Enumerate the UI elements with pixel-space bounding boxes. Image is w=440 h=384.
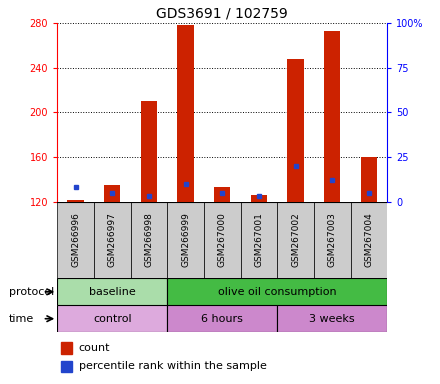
Bar — [104, 185, 121, 202]
Bar — [361, 157, 377, 202]
Text: GSM267001: GSM267001 — [254, 213, 264, 267]
Bar — [94, 202, 131, 278]
Text: 6 hours: 6 hours — [201, 314, 243, 324]
Bar — [57, 305, 167, 332]
Text: time: time — [9, 314, 34, 324]
Bar — [214, 187, 231, 202]
Title: GDS3691 / 102759: GDS3691 / 102759 — [156, 7, 288, 20]
Text: GSM267000: GSM267000 — [218, 213, 227, 267]
Text: control: control — [93, 314, 132, 324]
Text: protocol: protocol — [9, 287, 54, 297]
Bar — [287, 59, 304, 202]
Bar — [131, 202, 167, 278]
Text: GSM266998: GSM266998 — [144, 213, 154, 267]
Text: GSM266997: GSM266997 — [108, 213, 117, 267]
Bar — [324, 31, 341, 202]
Bar — [177, 25, 194, 202]
Bar — [351, 202, 387, 278]
Bar — [61, 342, 72, 354]
Bar — [141, 101, 157, 202]
Text: count: count — [79, 343, 110, 353]
Bar — [57, 278, 167, 305]
Bar — [204, 202, 241, 278]
Text: GSM266996: GSM266996 — [71, 213, 80, 267]
Bar — [277, 305, 387, 332]
Bar — [61, 361, 72, 372]
Bar — [167, 202, 204, 278]
Bar — [57, 202, 94, 278]
Bar — [241, 202, 277, 278]
Bar — [314, 202, 351, 278]
Text: percentile rank within the sample: percentile rank within the sample — [79, 361, 267, 371]
Bar — [167, 305, 277, 332]
Bar — [67, 200, 84, 202]
Text: olive oil consumption: olive oil consumption — [218, 287, 337, 297]
Text: baseline: baseline — [89, 287, 136, 297]
Bar — [277, 202, 314, 278]
Text: GSM267003: GSM267003 — [328, 213, 337, 267]
Text: GSM267004: GSM267004 — [364, 213, 374, 267]
Text: GSM266999: GSM266999 — [181, 213, 190, 267]
Text: GSM267002: GSM267002 — [291, 213, 300, 267]
Bar — [167, 278, 387, 305]
Text: 3 weeks: 3 weeks — [309, 314, 355, 324]
Bar — [251, 195, 267, 202]
